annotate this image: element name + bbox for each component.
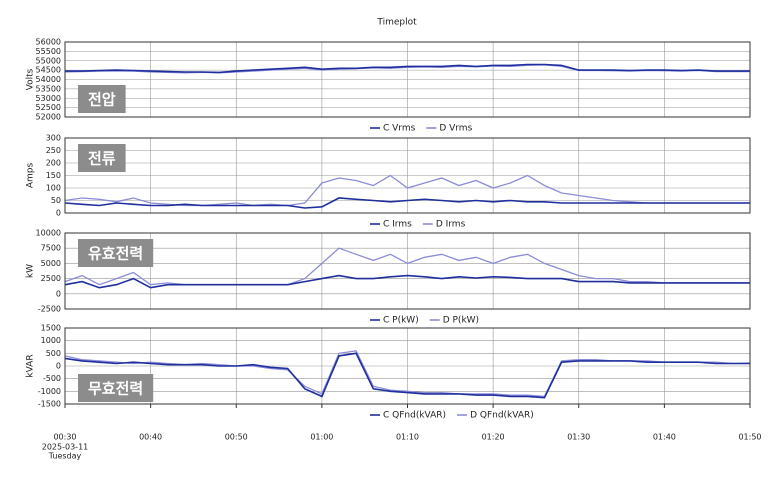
y-axis-label: Amps bbox=[26, 163, 36, 189]
plot-frame bbox=[64, 327, 751, 405]
legend-label: D Vrms bbox=[439, 124, 472, 134]
panel-annotation: 전압 bbox=[78, 85, 126, 113]
annotation-box bbox=[78, 239, 154, 267]
annotation-text: 전류 bbox=[88, 150, 116, 168]
y-tick-label: 52000 bbox=[36, 113, 61, 122]
annotation-text: 무효전력 bbox=[88, 380, 143, 398]
x-tick-label: 00:50 bbox=[225, 433, 248, 442]
series-line bbox=[64, 197, 750, 209]
y-tick-label: 50 bbox=[51, 196, 61, 205]
plot-frame bbox=[64, 137, 751, 214]
x-tick-label: 01:00 bbox=[310, 433, 333, 442]
y-tick-label: 55000 bbox=[36, 56, 61, 65]
annotation-box bbox=[78, 374, 154, 402]
y-axis-label: Volts bbox=[26, 68, 36, 90]
x-tick-label: 00:30 bbox=[53, 433, 76, 442]
y-tick-label: 2500 bbox=[41, 274, 61, 283]
x-tick-label: 01:20 bbox=[482, 433, 505, 442]
y-tick-label: -1500 bbox=[38, 400, 61, 409]
series-line bbox=[64, 352, 750, 399]
series-line bbox=[65, 63, 750, 74]
y-tick-label: 56000 bbox=[36, 38, 61, 47]
legend-label: D P(kW) bbox=[443, 316, 479, 326]
x-tick-label: 01:30 bbox=[567, 433, 590, 442]
y-tick-label: -2500 bbox=[38, 305, 61, 314]
y-tick-label: 52500 bbox=[36, 103, 61, 112]
x-tick-label: 01:10 bbox=[396, 433, 419, 442]
y-tick-label: 53500 bbox=[36, 84, 61, 93]
y-tick-label: 0 bbox=[56, 209, 61, 218]
y-tick-label: 150 bbox=[46, 171, 61, 180]
legend-label: C Irms bbox=[383, 220, 412, 230]
series-line bbox=[64, 274, 750, 289]
y-tick-label: 250 bbox=[46, 146, 61, 155]
y-tick-label: -1000 bbox=[38, 387, 61, 396]
plot-frame bbox=[64, 41, 751, 118]
y-tick-label: 200 bbox=[46, 159, 61, 168]
panel-annotation: 전류 bbox=[78, 144, 126, 172]
legend-label: C QFnd(kVAR) bbox=[383, 411, 446, 421]
y-tick-label: 7500 bbox=[41, 244, 61, 253]
annotation-text: 전압 bbox=[88, 91, 116, 109]
y-axis-label: kW bbox=[26, 264, 36, 278]
y-tick-label: 0 bbox=[56, 289, 61, 298]
y-tick-label: -500 bbox=[43, 374, 61, 383]
legend-label: C Vrms bbox=[383, 124, 416, 134]
y-tick-label: 0 bbox=[56, 362, 61, 371]
y-tick-label: 5000 bbox=[41, 259, 61, 268]
y-axis-label: kVAR bbox=[26, 354, 36, 377]
date-label: 2025-03-11 bbox=[42, 443, 89, 452]
y-tick-label: 1500 bbox=[41, 324, 61, 333]
chart-title: Timeplot bbox=[376, 18, 417, 28]
y-tick-label: 500 bbox=[46, 349, 61, 358]
legend-label: D QFnd(kVAR) bbox=[470, 411, 534, 421]
panel-annotation: 무효전력 bbox=[78, 374, 154, 402]
weekday-label: Tuesday bbox=[48, 452, 82, 461]
y-tick-label: 54000 bbox=[36, 75, 61, 84]
x-tick-label: 01:50 bbox=[738, 433, 761, 442]
legend-label: C P(kW) bbox=[383, 316, 419, 326]
y-tick-label: 54500 bbox=[36, 66, 61, 75]
x-tick-label: 00:40 bbox=[139, 433, 162, 442]
annotation-text: 유효전력 bbox=[88, 245, 143, 263]
x-tick-label: 01:40 bbox=[653, 433, 676, 442]
y-tick-label: 53000 bbox=[36, 94, 61, 103]
annotation-box bbox=[78, 144, 126, 172]
y-tick-label: 300 bbox=[46, 134, 61, 143]
y-tick-label: 100 bbox=[46, 184, 61, 193]
y-tick-label: 55500 bbox=[36, 47, 61, 56]
legend-label: D Irms bbox=[436, 220, 466, 230]
panel-annotation: 유효전력 bbox=[78, 239, 154, 267]
y-tick-label: 1000 bbox=[41, 336, 61, 345]
plot-frame bbox=[64, 232, 751, 310]
y-tick-label: 10000 bbox=[36, 229, 61, 238]
annotation-box bbox=[78, 85, 126, 113]
